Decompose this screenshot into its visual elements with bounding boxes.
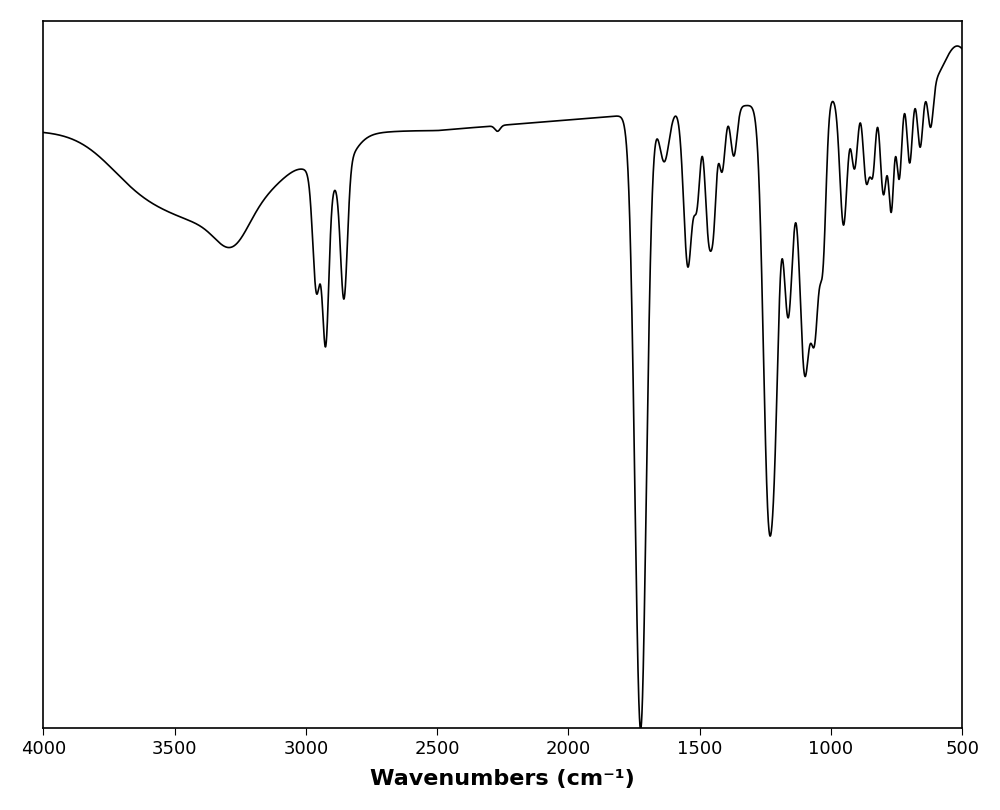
- X-axis label: Wavenumbers (cm⁻¹): Wavenumbers (cm⁻¹): [370, 770, 635, 789]
